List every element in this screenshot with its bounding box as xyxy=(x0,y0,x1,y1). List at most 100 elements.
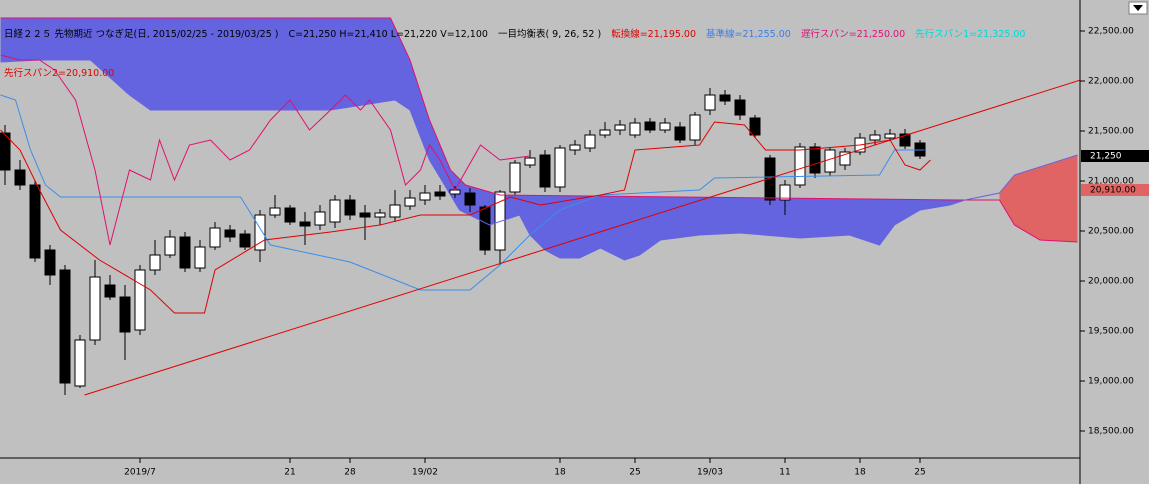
y-tick-label: 22,000.00 xyxy=(1088,77,1134,87)
candle-body xyxy=(89,276,101,341)
kijun-line xyxy=(0,94,925,291)
candle-body xyxy=(194,246,206,269)
price-tag xyxy=(1081,184,1149,196)
header-text: 転換線=21,195.00 xyxy=(611,29,697,40)
candle-body xyxy=(599,129,611,136)
candle-body xyxy=(59,269,71,384)
candle-body xyxy=(479,206,491,251)
candle-body xyxy=(584,134,596,149)
header-text: 日経２２５ 先物期近 つなぎ足(日, 2015/02/25 - 2019/03/… xyxy=(4,29,279,40)
candle-body xyxy=(74,339,86,387)
candle-body xyxy=(149,254,161,271)
candle-body xyxy=(14,169,26,186)
candle-body xyxy=(209,227,221,248)
x-tick-label: 25 xyxy=(914,468,925,478)
candle-body xyxy=(674,126,686,141)
candle-body xyxy=(794,146,806,186)
x-tick-label: 19/03 xyxy=(697,468,723,478)
y-tick-label: 20,000.00 xyxy=(1088,277,1134,287)
chikou-line xyxy=(0,54,531,246)
tenkan-line xyxy=(0,121,931,314)
candle-body xyxy=(0,132,11,171)
x-tick-label: 18 xyxy=(854,468,866,478)
candle-body xyxy=(809,146,821,174)
candle-body xyxy=(164,236,176,256)
candle-body xyxy=(659,122,671,131)
candle-body xyxy=(824,149,836,173)
candle-body xyxy=(179,236,191,269)
x-tick-label: 21 xyxy=(284,468,295,478)
candle-body xyxy=(569,144,581,151)
candle-body xyxy=(734,99,746,116)
candle-body xyxy=(239,233,251,248)
candle-body xyxy=(44,249,56,276)
price-tag-label: 21,250 xyxy=(1090,152,1122,162)
candle-body xyxy=(419,192,431,201)
cloud xyxy=(999,155,1078,242)
x-tick-label: 11 xyxy=(779,468,790,478)
candle-body xyxy=(899,133,911,147)
x-tick-label: 2019/7 xyxy=(124,468,156,478)
y-tick-label: 20,500.00 xyxy=(1088,227,1134,237)
header-text: 先行スパン1=21,325.00 xyxy=(915,29,1026,40)
candle-body xyxy=(104,284,116,298)
header-text: 一目均衡表( 9, 26, 52 ) xyxy=(497,29,602,40)
candle-body xyxy=(119,296,131,333)
price-tag xyxy=(1081,150,1149,162)
y-tick-label: 19,000.00 xyxy=(1088,377,1134,387)
header-text: 先行スパン2=20,910.00 xyxy=(4,68,115,79)
candle-body xyxy=(779,184,791,201)
x-tick-label: 25 xyxy=(629,468,640,478)
candle-body xyxy=(434,191,446,197)
y-tick-label: 21,500.00 xyxy=(1088,127,1134,137)
candle-body xyxy=(374,212,386,218)
candle-body xyxy=(614,124,626,131)
candle-body xyxy=(539,154,551,188)
candle-body xyxy=(884,133,896,139)
candle-body xyxy=(749,117,761,136)
candle-body xyxy=(224,229,236,238)
candle-body xyxy=(314,211,326,226)
candle-body xyxy=(524,157,536,166)
x-tick-label: 18 xyxy=(554,468,566,478)
candle-body xyxy=(704,94,716,111)
cloud xyxy=(0,18,965,260)
candle-body xyxy=(839,151,851,166)
header-text: 基準線=21,255.00 xyxy=(706,29,791,40)
candle-body xyxy=(29,184,41,259)
candle-body xyxy=(134,269,146,331)
candle-body xyxy=(719,94,731,102)
candle-body xyxy=(299,221,311,227)
dropdown-arrow xyxy=(1133,5,1143,11)
plot-area xyxy=(0,17,1080,396)
candle-body xyxy=(644,121,656,131)
candle-body xyxy=(764,157,776,201)
x-tick-label: 28 xyxy=(344,468,356,478)
candle-body xyxy=(284,207,296,223)
candle-body xyxy=(269,207,281,216)
y-tick-label: 19,500.00 xyxy=(1088,327,1134,337)
candle-body xyxy=(404,197,416,207)
x-tick-label: 19/02 xyxy=(412,468,438,478)
span2-line xyxy=(0,17,1078,243)
candle-body xyxy=(869,134,881,141)
header-line: 日経２２５ 先物期近 つなぎ足(日, 2015/02/25 - 2019/03/… xyxy=(4,28,1035,41)
y-tick-label: 21,000.00 xyxy=(1088,177,1134,187)
price-tag-label: 20,910.00 xyxy=(1090,186,1136,196)
header: 日経２２５ 先物期近 つなぎ足(日, 2015/02/25 - 2019/03/… xyxy=(4,2,1035,106)
candle-body xyxy=(329,199,341,223)
candle-body xyxy=(554,147,566,188)
header-text: 遅行スパン=21,250.00 xyxy=(800,29,906,40)
span1-line xyxy=(0,59,1078,261)
trend-line xyxy=(84,79,1080,396)
candle-body xyxy=(389,204,401,218)
candle-body xyxy=(359,212,371,218)
candle-body xyxy=(509,162,521,193)
candle-body xyxy=(344,199,356,216)
candle-body xyxy=(254,214,266,251)
candle-body xyxy=(629,122,641,136)
header-line: 先行スパン2=20,910.00 xyxy=(4,67,1035,80)
y-tick-label: 18,500.00 xyxy=(1088,427,1134,437)
